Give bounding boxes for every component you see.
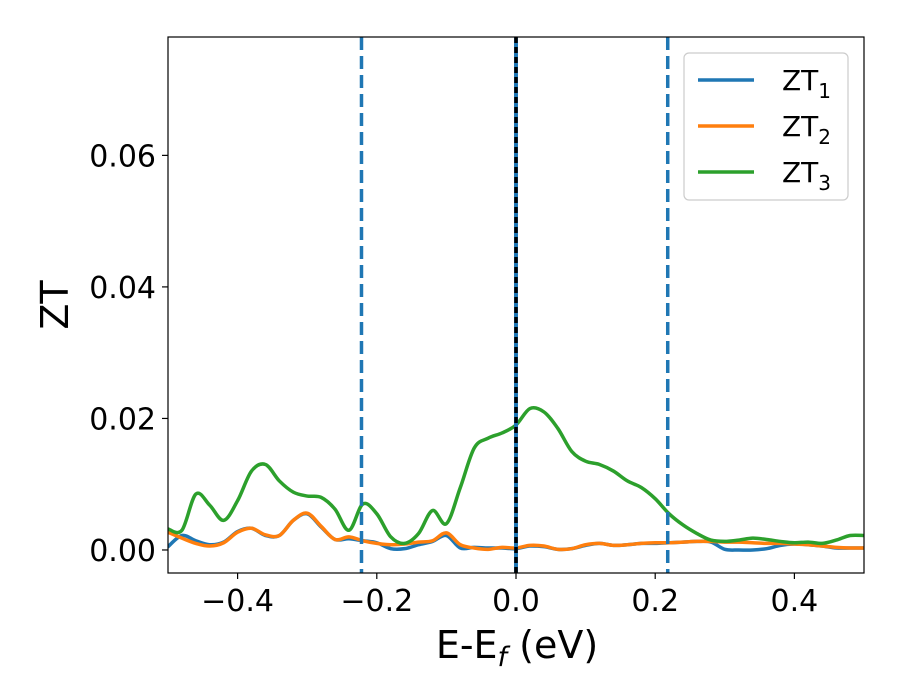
legend-box [683, 52, 849, 201]
x-tick-label: 0.2 [631, 584, 679, 619]
legend: ZT1 ZT2 ZT3 [683, 52, 849, 201]
x-tick-label: 0.4 [771, 584, 819, 619]
y-tick-label: 0.06 [89, 139, 156, 174]
x-tick-label: −0.2 [340, 584, 413, 619]
y-axis-title: ZT [33, 280, 77, 330]
legend-label-zt2: ZT2 [782, 110, 831, 149]
y-tick-label: 0.02 [89, 402, 156, 437]
plot-content [168, 37, 864, 573]
axes: −0.4 −0.2 0.0 0.2 0.4 0.00 0.02 0.04 0.06 E-Ef (e… [33, 36, 865, 673]
x-tick-label: −0.4 [201, 584, 274, 619]
plot-area [168, 37, 864, 573]
x-axis-title: E-Ef (eV) [436, 623, 598, 673]
y-tick-label: 0.00 [89, 534, 156, 569]
legend-label-zt1: ZT1 [782, 64, 831, 103]
y-tick-label: 0.04 [89, 271, 156, 306]
x-tick-label: 0.0 [492, 584, 540, 619]
legend-label-zt3: ZT3 [782, 156, 831, 195]
